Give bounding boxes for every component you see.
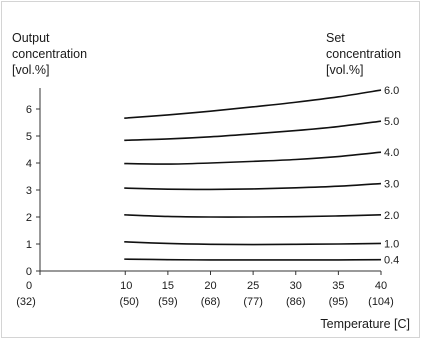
- series-line: [124, 151, 382, 165]
- x-tick-label: 40: [375, 280, 387, 292]
- x-tick-sublabel: (59): [158, 296, 178, 308]
- series-end-label: 1.0: [384, 238, 399, 250]
- x-axis-title: Temperature [C]: [320, 317, 410, 331]
- y-axis-title-line: Output: [12, 31, 50, 45]
- x-tick-label: 20: [204, 280, 216, 292]
- x-tick-label: 35: [332, 280, 344, 292]
- series-line: [124, 182, 382, 191]
- series-end-label: 2.0: [384, 210, 399, 222]
- series-end-label: 5.0: [384, 116, 399, 128]
- y-tick-label: 5: [26, 131, 32, 143]
- x-tick-sublabel: (77): [243, 296, 263, 308]
- x-tick-sublabel: (86): [286, 296, 306, 308]
- series-line: [124, 120, 382, 142]
- series-end-label: 6.0: [384, 85, 399, 97]
- set-concentration-title-line: Set: [326, 31, 345, 45]
- y-axis-title-line: concentration: [12, 47, 87, 61]
- series-end-label: 3.0: [384, 179, 399, 191]
- x-tick-sublabel: (95): [329, 296, 349, 308]
- series-line: [124, 214, 382, 218]
- y-tick-label: 1: [26, 239, 32, 251]
- x-tick-sublabel: (50): [119, 296, 139, 308]
- x-tick-label: 25: [247, 280, 259, 292]
- series-line: [124, 258, 382, 261]
- x-tick-label: 15: [162, 280, 174, 292]
- x-tick-label: 0: [26, 280, 32, 292]
- x-tick-sublabel: (68): [201, 296, 221, 308]
- y-axis-title-line: [vol.%]: [12, 63, 50, 77]
- set-concentration-title-line: concentration: [326, 47, 401, 61]
- y-tick-label: 4: [26, 158, 32, 170]
- set-concentration-title-line: [vol.%]: [326, 63, 364, 77]
- x-tick-sublabel: (104): [368, 296, 394, 308]
- series-end-label: 4.0: [384, 147, 399, 159]
- y-tick-label: 3: [26, 185, 32, 197]
- series-end-label: 0.4: [384, 255, 399, 267]
- y-tick-label: 6: [26, 104, 32, 116]
- x-tick-sublabel: (32): [16, 296, 36, 308]
- series-line: [124, 241, 382, 246]
- x-tick-label: 10: [120, 280, 132, 292]
- x-tick-label: 30: [290, 280, 302, 292]
- series-line: [124, 89, 382, 119]
- y-tick-label: 0: [26, 266, 32, 278]
- chart-frame: [1, 1, 420, 338]
- y-tick-label: 2: [26, 212, 32, 224]
